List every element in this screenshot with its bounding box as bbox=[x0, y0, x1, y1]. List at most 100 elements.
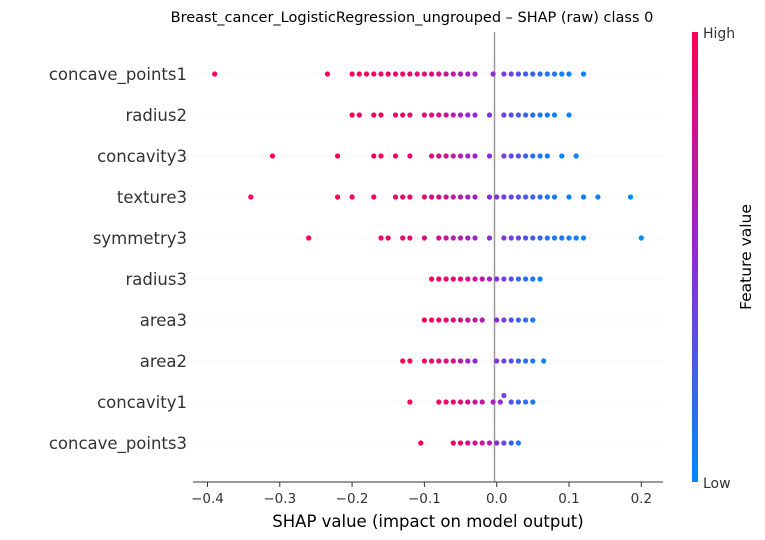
shap-point bbox=[450, 235, 456, 241]
shap-point bbox=[566, 71, 572, 77]
shap-point bbox=[400, 194, 406, 200]
shap-point bbox=[537, 194, 543, 200]
shap-point bbox=[530, 71, 536, 77]
shap-point bbox=[515, 153, 522, 159]
x-tick-label: 0.0 bbox=[486, 491, 507, 507]
shap-point bbox=[544, 235, 550, 241]
shap-point bbox=[457, 71, 464, 77]
shap-point bbox=[559, 71, 565, 77]
shap-point bbox=[414, 71, 420, 77]
feature-label: concavity3 bbox=[97, 147, 187, 166]
shap-point bbox=[465, 112, 471, 118]
shap-point bbox=[508, 235, 514, 241]
shap-point bbox=[472, 153, 478, 159]
shap-point bbox=[494, 358, 500, 364]
shap-point bbox=[530, 317, 536, 323]
shap-point bbox=[465, 71, 471, 77]
shap-point bbox=[490, 71, 496, 77]
shap-point bbox=[378, 153, 384, 159]
shap-point bbox=[306, 235, 312, 241]
colorbar bbox=[692, 32, 698, 482]
shap-point bbox=[356, 71, 362, 77]
shap-point bbox=[385, 71, 391, 77]
shap-point bbox=[530, 358, 536, 364]
shap-point bbox=[457, 112, 464, 118]
shap-point bbox=[472, 440, 478, 446]
shap-point bbox=[508, 153, 514, 159]
shap-point bbox=[371, 153, 377, 159]
shap-point bbox=[494, 194, 500, 200]
shap-point bbox=[537, 112, 543, 118]
shap-point bbox=[638, 235, 644, 241]
shap-point bbox=[523, 276, 529, 282]
shap-point bbox=[436, 276, 442, 282]
shap-point bbox=[457, 276, 464, 282]
shap-point bbox=[465, 153, 471, 159]
feature-label: concave_points1 bbox=[49, 65, 187, 85]
shap-point bbox=[523, 194, 529, 200]
shap-point bbox=[349, 71, 355, 77]
shap-point bbox=[515, 194, 522, 200]
shap-point bbox=[457, 399, 464, 405]
shap-point bbox=[515, 235, 522, 241]
shap-point bbox=[573, 235, 579, 241]
shap-point bbox=[508, 112, 514, 118]
shap-point bbox=[407, 194, 413, 200]
shap-point bbox=[450, 399, 456, 405]
shap-point bbox=[472, 399, 478, 405]
shap-point bbox=[443, 235, 449, 241]
shap-point bbox=[378, 235, 384, 241]
shap-point bbox=[443, 317, 449, 323]
shap-point bbox=[530, 194, 536, 200]
shap-point bbox=[400, 235, 406, 241]
shap-point bbox=[544, 194, 550, 200]
shap-point bbox=[566, 194, 572, 200]
shap-point bbox=[400, 358, 406, 364]
shap-point bbox=[627, 194, 634, 200]
shap-point bbox=[429, 358, 435, 364]
shap-point bbox=[494, 317, 500, 323]
colorbar-title: Feature value bbox=[737, 204, 755, 310]
shap-point bbox=[443, 194, 449, 200]
shap-point bbox=[436, 358, 442, 364]
x-tick-label: 0.1 bbox=[558, 491, 579, 507]
shap-point bbox=[508, 358, 514, 364]
shap-point bbox=[523, 317, 529, 323]
shap-point bbox=[508, 440, 514, 446]
shap-point bbox=[537, 276, 543, 282]
shap-point bbox=[436, 112, 442, 118]
colorbar-low-label: Low bbox=[703, 476, 731, 492]
shap-point bbox=[530, 399, 536, 405]
shap-point bbox=[392, 71, 399, 77]
shap-point bbox=[450, 358, 456, 364]
x-axis-label: SHAP value (impact on model output) bbox=[272, 512, 583, 531]
shap-point bbox=[501, 392, 507, 399]
shap-point bbox=[324, 71, 331, 77]
shap-point bbox=[457, 153, 464, 159]
feature-label: area3 bbox=[140, 311, 187, 330]
shap-point bbox=[457, 194, 464, 200]
shap-point bbox=[515, 112, 522, 118]
shap-point bbox=[450, 194, 456, 200]
shap-point bbox=[335, 194, 341, 200]
shap-point bbox=[457, 358, 464, 364]
shap-point bbox=[429, 112, 435, 118]
shap-points bbox=[212, 71, 644, 446]
shap-point bbox=[523, 358, 529, 364]
shap-point bbox=[486, 440, 493, 446]
shap-point bbox=[421, 112, 427, 118]
shap-point bbox=[356, 112, 362, 118]
shap-point bbox=[443, 399, 449, 405]
shap-point bbox=[443, 112, 449, 118]
shap-point bbox=[523, 153, 529, 159]
shap-point bbox=[407, 399, 413, 405]
feature-label: radius2 bbox=[125, 106, 187, 125]
shap-point bbox=[501, 153, 507, 159]
shap-point bbox=[421, 317, 427, 323]
shap-point bbox=[573, 153, 579, 159]
shap-point bbox=[523, 112, 529, 118]
shap-point bbox=[407, 71, 413, 77]
x-tick-label: −0.4 bbox=[191, 491, 224, 507]
shap-point bbox=[508, 317, 514, 323]
shap-point bbox=[595, 194, 601, 200]
